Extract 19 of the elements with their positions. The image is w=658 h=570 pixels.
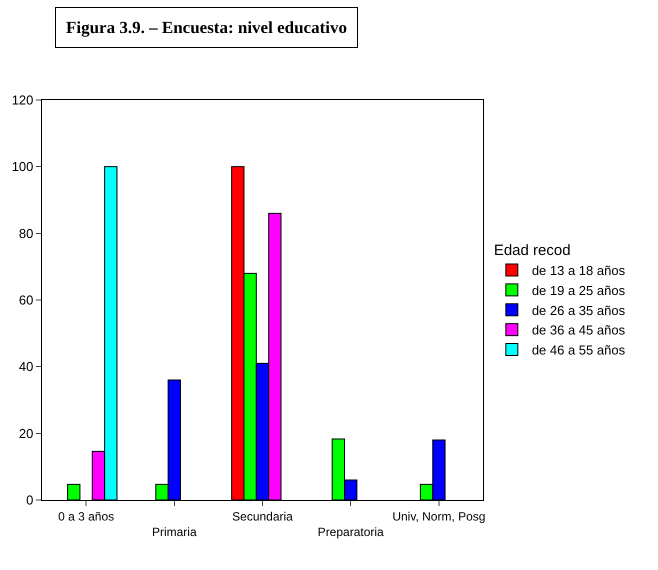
x-tick-label: Preparatoria xyxy=(318,525,384,539)
x-tick-label: 0 a 3 años xyxy=(58,509,114,524)
legend-label: de 46 a 55 años xyxy=(532,342,626,358)
legend-title: Edad recod xyxy=(494,242,571,259)
y-tick-label: 80 xyxy=(18,226,34,241)
y-tick-label: 20 xyxy=(18,426,34,441)
legend-label: de 13 a 18 años xyxy=(532,263,626,278)
x-tick-label: Univ, Norm, Posg xyxy=(392,509,486,524)
legend-label: de 19 a 25 años xyxy=(532,282,626,298)
legend-label: de 26 a 35 años xyxy=(532,302,626,318)
chart-title: Figura 3.9. – Encuesta: nivel educativo xyxy=(66,18,347,37)
y-tick-label: 120 xyxy=(12,92,34,108)
y-tick-label: 40 xyxy=(18,359,34,374)
x-tick-label: Secundaria xyxy=(232,509,294,524)
y-tick-label: 100 xyxy=(12,159,34,174)
legend-label: de 36 a 45 años xyxy=(532,322,626,338)
y-tick-label: 60 xyxy=(18,292,34,308)
y-tick-label: 0 xyxy=(26,492,34,508)
x-tick-label: Primaria xyxy=(152,525,197,539)
